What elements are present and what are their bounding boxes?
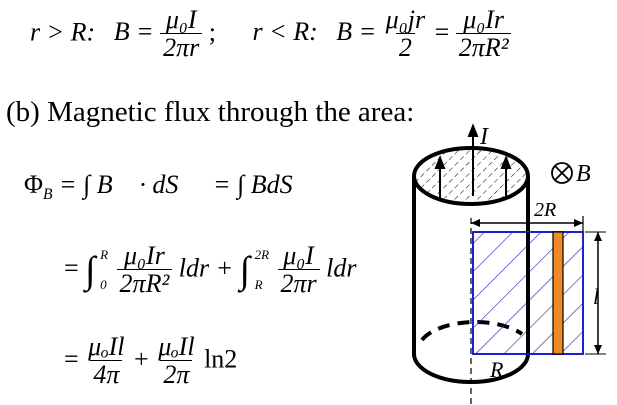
case1-lhs: B = — [113, 17, 154, 47]
case1-fraction: μ₀I 2πr — [160, 5, 203, 63]
case2-denominator-1: 2 — [395, 33, 415, 63]
eq3-plus: + — [134, 344, 149, 374]
radius-label: R — [489, 357, 504, 382]
eq2-equals: = — [64, 253, 79, 283]
flux-split-integral: = ∫ R 0 μ₀Ir 2πR² ldr + ∫ 2R R μ₀I 2πr l… — [64, 242, 357, 299]
section-heading: (b) Magnetic flux through the area: — [6, 96, 415, 128]
case2-fraction-1: μ₀jr 2 — [383, 6, 428, 63]
case1-denominator: 2πr — [160, 33, 203, 63]
integral-sign-2: ∫ — [239, 249, 251, 292]
case2-equals: = — [434, 17, 450, 47]
integral-2-limits: 2R R — [255, 247, 269, 293]
eq3-denominator-1: 4π — [90, 360, 123, 390]
eq3-denominator-2: 2π — [160, 360, 193, 390]
case1-numerator: μ₀I — [165, 5, 197, 34]
eq2-denominator-1: 2πR² — [116, 269, 173, 299]
flux-symbol: Φ — [24, 170, 44, 199]
eq2-fraction-2: μ₀I 2πr — [277, 241, 320, 299]
field-label: B⃗ — [576, 161, 609, 187]
eq3-fraction-2: μₒIl 2π — [155, 333, 197, 390]
integral-1-lower: 0 — [100, 277, 107, 293]
field-into-page-icon — [551, 162, 573, 184]
eq2-denominator-2: 2πr — [277, 269, 320, 299]
eq3-log-term: ln2 — [204, 344, 238, 374]
flux-subscript: B — [43, 186, 53, 204]
width-label: 2R — [534, 199, 556, 221]
case2-denominator-2: 2πR² — [455, 33, 512, 63]
flux-integral-vector: = ∫ B⃗ · dS⃗ — [59, 170, 199, 199]
case2-numerator-1: μ₀jr — [385, 5, 426, 34]
case2-fraction-2: μ₀Ir 2πR² — [455, 5, 512, 63]
eq2-tail-2: ldr — [326, 253, 357, 283]
flux-result: = μₒIl 4π + μₒIl 2π ln2 — [64, 333, 237, 390]
cylinder-bottom-back — [420, 320, 524, 342]
eq3-equals: = — [64, 344, 79, 374]
length-label: l — [593, 284, 599, 309]
case1-condition: r > R: — [30, 17, 96, 47]
integral-2-upper: 2R — [254, 247, 270, 263]
cylinder-diagram: I B⃗ 2R l R — [412, 123, 609, 405]
case2-condition: r < R: — [252, 17, 318, 47]
integral-sign-1: ∫ — [85, 249, 96, 292]
flux-definition: ΦB = ∫ B⃗ · dS⃗ = ∫ BdS — [24, 170, 293, 204]
flux-integral-scalar: = ∫ BdS — [213, 170, 293, 199]
eq2-tail-1: ldr + — [178, 253, 234, 283]
case-separator: ; — [208, 17, 217, 47]
cylinder-top-face — [412, 146, 530, 206]
eq3-numerator-1: μₒIl — [88, 332, 125, 361]
eq3-fraction-1: μₒIl 4π — [85, 333, 127, 390]
top-equation-line: r > R: B = μ₀I 2πr ; r < R: B = μ₀jr 2 =… — [30, 5, 512, 63]
integral-1-limits: R 0 — [100, 247, 108, 293]
case2-lhs: B = — [336, 17, 377, 47]
current-label: I — [479, 124, 489, 150]
current-arrows — [434, 123, 512, 198]
eq3-numerator-2: μₒIl — [158, 332, 195, 361]
case2-numerator-2: μ₀Ir — [463, 5, 505, 34]
eq2-fraction-1: μ₀Ir 2πR² — [116, 241, 173, 299]
eq2-numerator-2: μ₀I — [283, 241, 314, 270]
eq2-numerator-1: μ₀Ir — [123, 241, 165, 270]
integral-1-upper: R — [100, 247, 109, 263]
integration-strip — [552, 231, 564, 355]
integral-2-lower: R — [254, 277, 263, 293]
